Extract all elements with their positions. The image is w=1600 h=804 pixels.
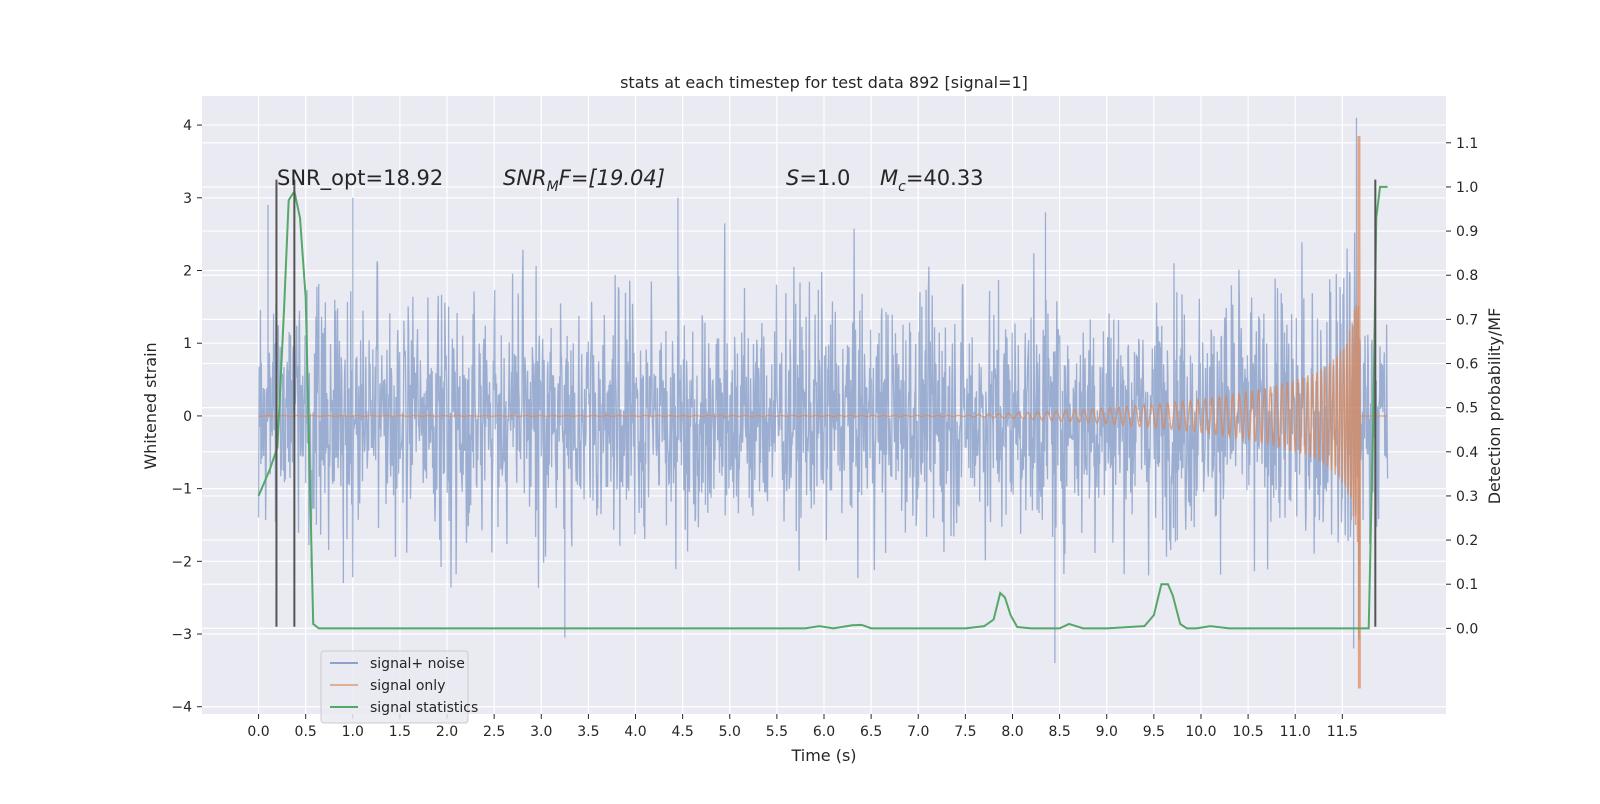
x-tick-label: 6.5: [860, 724, 882, 740]
x-tick-label: 2.0: [436, 724, 458, 740]
right-y-tick-label: 0.3: [1456, 489, 1478, 505]
snr-mf-annotation: SNRMF=[19.04]: [503, 166, 665, 195]
legend-label-signal-only: signal only: [370, 678, 445, 694]
right-y-tick-label: 0.2: [1456, 533, 1478, 549]
legend-box: [320, 650, 469, 724]
vertical-markers: [275, 179, 1377, 627]
x-tick-label: 0.0: [247, 724, 269, 740]
legend-label-signal-statistics: signal statistics: [370, 700, 478, 716]
x-tick-label: 8.0: [1001, 724, 1023, 740]
mc-value: =40.33: [906, 166, 984, 190]
x-tick-label: 5.5: [766, 724, 788, 740]
y-tick-label: 1: [183, 336, 192, 352]
series-signal-noise: [257, 117, 1389, 664]
right-y-tick-label: 0.7: [1456, 312, 1478, 328]
right-y-axis-ticks: 0.0 0.1 0.2 0.3 0.4 0.5 0.6 0.7 0.8 0.9 1.0 1.1: [1446, 136, 1478, 637]
y-tick-label: 0: [183, 409, 192, 425]
right-y-axis-label: Detection probability/MF: [1485, 308, 1504, 505]
right-y-tick-label: 1.1: [1456, 136, 1478, 152]
chart-title: stats at each timestep for test data 892…: [620, 73, 1028, 92]
s-value: =1.0: [799, 166, 850, 190]
x-tick-label: 4.0: [624, 724, 646, 740]
x-tick-label: 3.0: [530, 724, 552, 740]
x-tick-label: 1.0: [342, 724, 364, 740]
mc-annotation: Mc=40.33: [880, 166, 984, 195]
mc-subscript: c: [898, 179, 906, 195]
s-annotation: S=1.0: [786, 166, 850, 190]
snr-mf-subscript: M: [547, 179, 559, 195]
snr-mf-suffix: F=[19.04]: [559, 166, 665, 190]
x-tick-label: 10.5: [1233, 724, 1264, 740]
x-tick-label: 9.0: [1096, 724, 1118, 740]
x-tick-label: 0.5: [295, 724, 317, 740]
y-axis-ticks: −4 −3 −2 −1 0 1 2 3 4: [171, 118, 202, 716]
legend: signal+ noise signal only signal statist…: [320, 650, 478, 724]
x-tick-label: 4.5: [672, 724, 694, 740]
y-tick-label: −3: [171, 627, 192, 643]
x-tick-label: 7.0: [907, 724, 929, 740]
x-tick-label: 5.0: [719, 724, 741, 740]
right-y-tick-label: 0.6: [1456, 357, 1478, 373]
s-variable: S: [786, 166, 799, 190]
x-tick-label: 11.5: [1327, 724, 1358, 740]
snr-mf-prefix: SNR: [503, 166, 547, 190]
y-tick-label: 3: [183, 191, 192, 207]
series-layer: [257, 117, 1389, 689]
legend-label-signal-noise: signal+ noise: [370, 656, 465, 672]
x-tick-label: 3.5: [577, 724, 599, 740]
series-signal-only: [258, 135, 1388, 689]
right-y-tick-label: 0.4: [1456, 445, 1478, 461]
right-y-tick-label: 1.0: [1456, 180, 1478, 196]
x-tick-label: 10.0: [1185, 724, 1216, 740]
right-y-tick-label: 0.8: [1456, 268, 1478, 284]
series-signal-statistics: [257, 185, 1388, 630]
right-y-tick-label: 0.0: [1456, 621, 1478, 637]
x-tick-label: 6.0: [813, 724, 835, 740]
right-y-tick-label: 0.1: [1456, 577, 1478, 593]
mc-variable: M: [880, 166, 898, 190]
y-tick-label: 4: [183, 118, 192, 134]
y-tick-label: 2: [183, 263, 192, 279]
right-y-tick-label: 0.5: [1456, 401, 1478, 417]
x-tick-label: 1.5: [389, 724, 411, 740]
y-tick-label: −4: [171, 700, 192, 716]
x-axis-label: Time (s): [790, 746, 856, 765]
right-y-tick-label: 0.9: [1456, 224, 1478, 240]
x-tick-label: 7.5: [954, 724, 976, 740]
y-tick-label: −2: [171, 554, 192, 570]
x-tick-label: 2.5: [483, 724, 505, 740]
x-axis-ticks: 0.0 0.5 1.0 1.5 2.0 2.5 3.0 3.5 4.0 4.5 5.0 5.5 6.0 6…: [247, 714, 1358, 740]
snr-opt-annotation: SNR_opt=18.92: [277, 166, 443, 191]
y-tick-label: −1: [171, 482, 192, 498]
x-tick-label: 9.5: [1143, 724, 1165, 740]
y-axis-label: Whitened strain: [141, 342, 160, 469]
x-tick-label: 11.0: [1280, 724, 1311, 740]
x-tick-label: 8.5: [1048, 724, 1070, 740]
